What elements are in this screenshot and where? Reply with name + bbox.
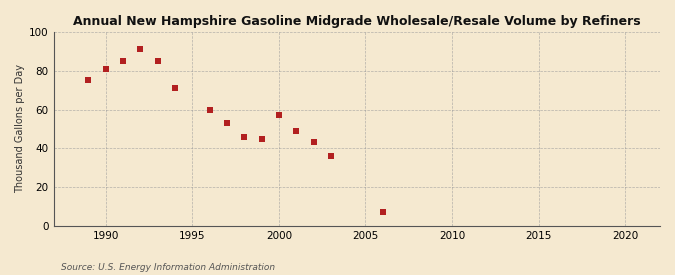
Point [152, 59, 163, 63]
Point [256, 136, 267, 141]
Point [169, 86, 180, 90]
Point [83, 78, 94, 82]
Point [100, 67, 111, 71]
Text: Source: U.S. Energy Information Administration: Source: U.S. Energy Information Administ… [61, 263, 275, 272]
Point [221, 121, 232, 125]
Point [117, 59, 128, 63]
Point [308, 140, 319, 145]
Title: Annual New Hampshire Gasoline Midgrade Wholesale/Resale Volume by Refiners: Annual New Hampshire Gasoline Midgrade W… [73, 15, 641, 28]
Point [291, 129, 302, 133]
Y-axis label: Thousand Gallons per Day: Thousand Gallons per Day [15, 64, 25, 193]
Point [325, 154, 336, 158]
Point [239, 134, 250, 139]
Point [204, 107, 215, 112]
Point [273, 113, 284, 117]
Point [135, 47, 146, 52]
Point [377, 210, 388, 214]
